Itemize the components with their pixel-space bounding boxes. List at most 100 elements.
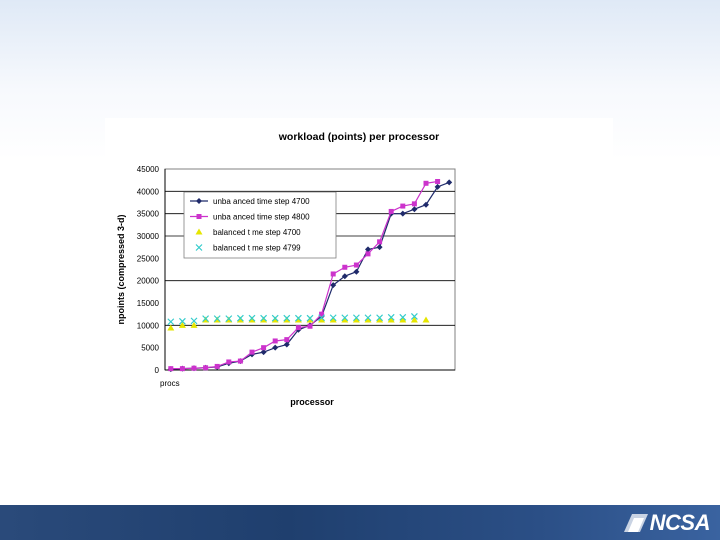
data-point-series-3 (376, 314, 384, 322)
chart-title: workload (points) per processor (278, 131, 440, 143)
data-point-series-3 (190, 317, 198, 325)
data-point-series-2 (283, 316, 291, 323)
data-point-series-2 (352, 316, 360, 323)
data-point-series-1 (307, 323, 313, 329)
data-point-series-3 (364, 314, 372, 322)
data-point-series-3 (341, 314, 349, 322)
ncsa-logo-icon (623, 514, 648, 532)
data-point-series-1 (353, 262, 359, 268)
data-point-series-1 (423, 180, 429, 186)
legend-label-1: unba anced time step 4800 (213, 213, 310, 222)
data-point-series-2 (260, 316, 268, 323)
data-point-series-1 (179, 366, 185, 372)
y-tick-label: 30000 (137, 232, 160, 241)
data-point-series-1 (214, 363, 220, 369)
legend-label-2: balanced t me step 4700 (213, 228, 301, 237)
data-point-series-1 (365, 251, 371, 257)
data-point-series-1 (342, 264, 348, 270)
legend-marker-0 (196, 198, 202, 204)
data-point-series-2 (318, 316, 326, 323)
y-tick-label: 10000 (137, 321, 160, 330)
data-point-series-1 (237, 358, 243, 364)
data-point-series-1 (319, 311, 325, 317)
y-axis-label: npoints (compressed 3-d) (116, 214, 126, 324)
data-point-series-0 (446, 179, 453, 186)
data-point-series-1 (295, 325, 301, 331)
data-point-series-0 (260, 349, 267, 356)
legend-marker-1 (196, 214, 202, 219)
data-point-series-3 (329, 314, 337, 322)
legend-box (183, 191, 337, 259)
data-point-series-1 (284, 337, 290, 343)
data-point-series-3 (236, 314, 244, 322)
data-point-series-3 (410, 312, 418, 320)
data-point-series-2 (399, 316, 407, 323)
data-point-series-0 (365, 246, 371, 253)
data-point-series-0 (272, 344, 279, 351)
data-point-series-2 (306, 316, 314, 323)
data-point-series-1 (435, 179, 441, 185)
data-point-series-2 (341, 316, 349, 323)
ncsa-logo: NCSA (622, 510, 711, 535)
data-point-series-1 (388, 208, 394, 214)
data-point-series-0 (411, 206, 418, 213)
footer-bar (0, 505, 720, 540)
y-tick-label: 25000 (137, 254, 160, 263)
data-point-series-3 (260, 314, 268, 322)
y-tick-label: 5000 (141, 344, 159, 353)
data-point-series-0 (399, 210, 406, 217)
data-point-series-1 (272, 338, 278, 344)
data-point-series-1 (261, 345, 267, 351)
data-point-series-3 (399, 313, 407, 321)
data-point-series-1 (203, 365, 209, 371)
data-point-series-3 (225, 315, 233, 323)
data-point-series-1 (249, 349, 255, 355)
data-point-series-3 (306, 314, 314, 322)
data-point-series-0 (283, 341, 290, 348)
data-point-series-0 (423, 201, 429, 208)
y-tick-label: 20000 (137, 277, 160, 286)
data-point-series-3 (248, 314, 256, 322)
data-point-series-2 (364, 316, 372, 323)
data-point-series-1 (168, 366, 174, 372)
data-point-series-3 (178, 317, 186, 325)
y-tick-label: 35000 (137, 210, 160, 219)
legend-label-0: unba anced time step 4700 (213, 197, 310, 206)
data-point-series-2 (190, 321, 198, 328)
data-point-series-2 (387, 316, 395, 323)
x-tick-label: procs (160, 379, 180, 388)
y-tick-label: 45000 (137, 165, 160, 174)
data-point-series-2 (294, 316, 302, 323)
data-point-series-2 (236, 316, 244, 323)
data-point-series-0 (341, 273, 348, 280)
y-tick-label: 15000 (137, 299, 160, 308)
legend-marker-2 (195, 228, 203, 235)
data-point-series-2 (248, 316, 256, 323)
data-point-series-1 (400, 203, 406, 209)
data-point-series-3 (318, 314, 326, 322)
data-point-series-2 (167, 324, 175, 331)
data-point-series-2 (271, 316, 279, 323)
y-tick-label: 40000 (137, 187, 160, 196)
data-point-series-3 (387, 313, 395, 321)
data-point-series-1 (226, 359, 232, 365)
data-point-series-3 (202, 315, 210, 323)
data-point-series-3 (294, 314, 302, 322)
data-point-series-2 (410, 316, 418, 323)
data-point-series-0 (376, 244, 383, 251)
data-point-series-2 (376, 316, 384, 323)
legend-marker-3 (195, 244, 203, 251)
data-point-series-1 (330, 271, 336, 277)
data-point-series-3 (283, 314, 291, 322)
data-point-series-3 (271, 314, 279, 322)
data-point-series-1 (191, 365, 197, 371)
data-point-series-3 (167, 318, 175, 326)
data-point-series-0 (330, 282, 337, 289)
y-tick-label: 0 (155, 366, 160, 375)
data-point-series-0 (434, 183, 441, 190)
data-point-series-1 (411, 201, 417, 207)
data-point-series-3 (213, 315, 221, 323)
data-point-series-0 (353, 268, 360, 275)
data-point-series-2 (422, 316, 430, 323)
